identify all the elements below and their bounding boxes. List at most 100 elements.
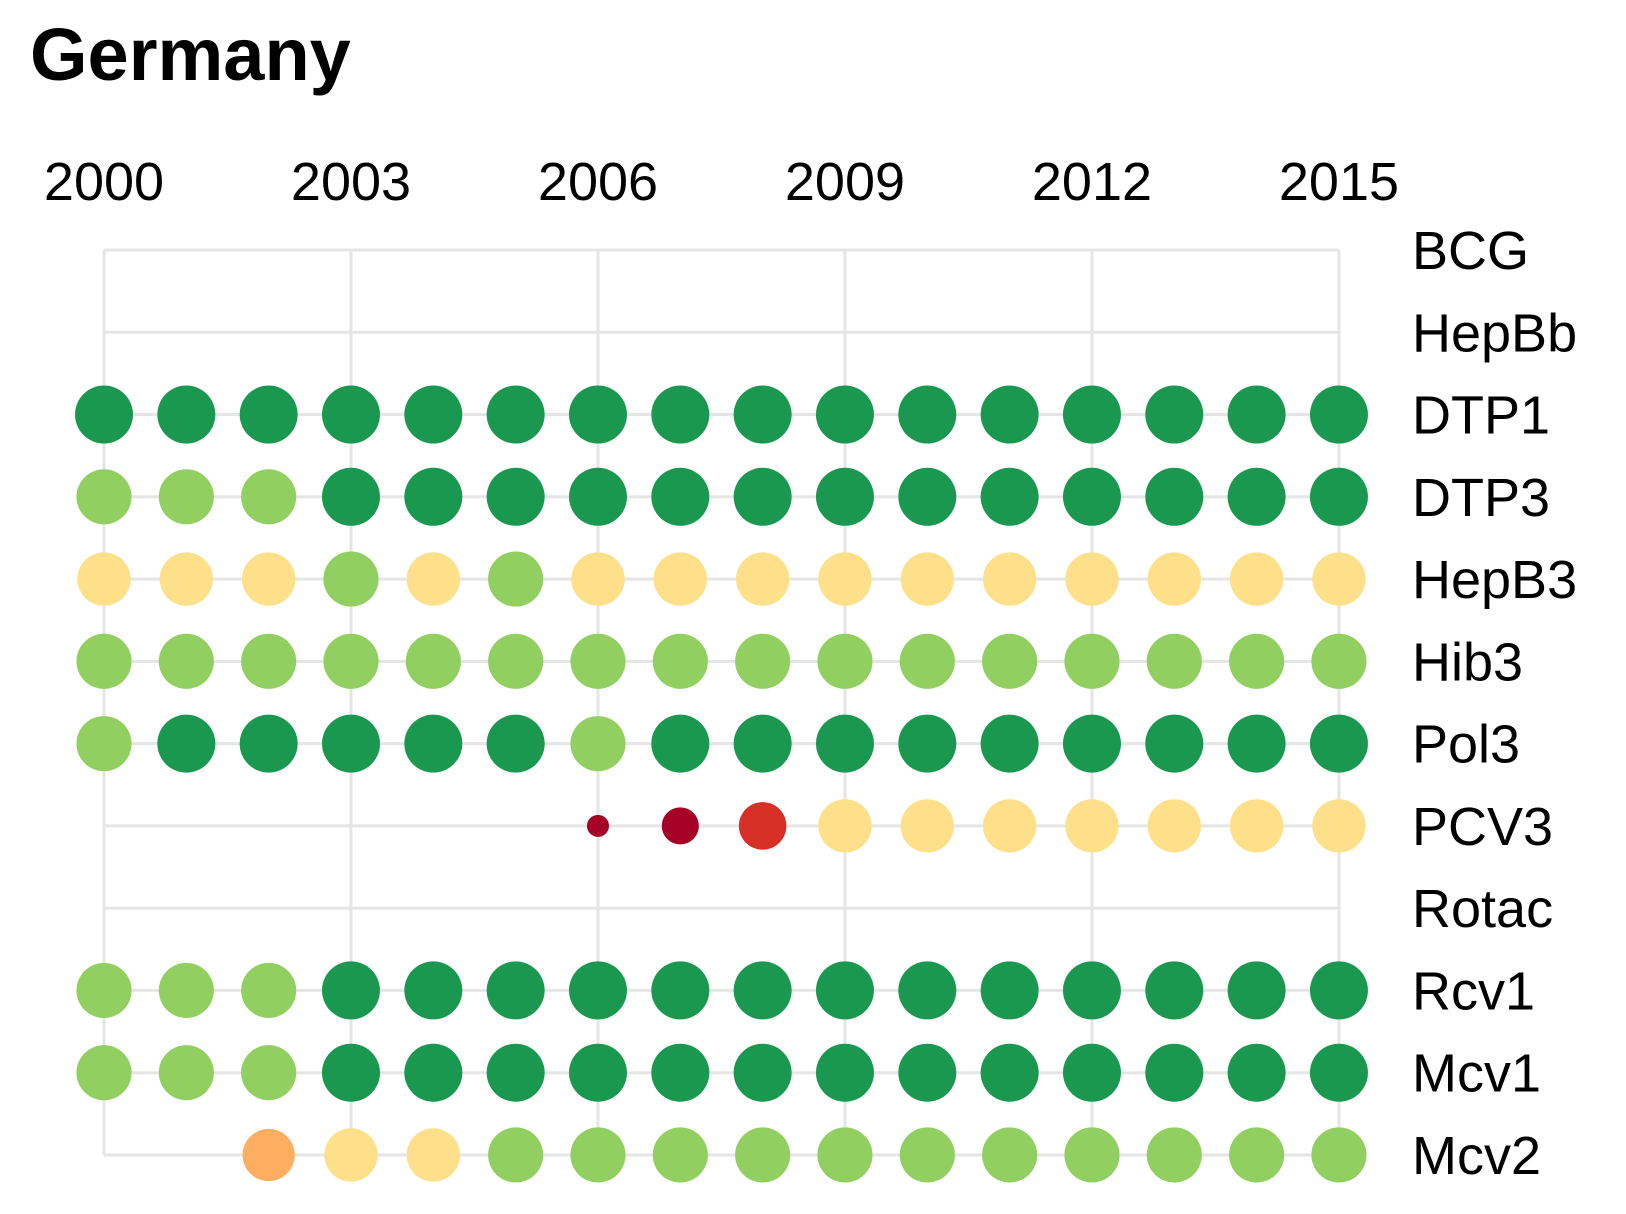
data-point (733, 467, 792, 526)
data-point (982, 633, 1038, 689)
row-label: Pol3 (1412, 715, 1520, 775)
data-point (324, 1128, 378, 1182)
data-point (158, 633, 214, 689)
data-point (980, 1043, 1039, 1102)
grid (102, 248, 1341, 1157)
data-point (323, 633, 379, 689)
data-point (900, 552, 954, 606)
data-point (323, 551, 379, 607)
data-point (321, 385, 380, 444)
data-point (980, 714, 1039, 773)
data-point (586, 814, 609, 837)
data-point (1309, 714, 1368, 773)
data-point (898, 385, 957, 444)
data-point (1227, 385, 1286, 444)
data-point (1309, 961, 1368, 1020)
data-point (982, 552, 1037, 606)
data-point (898, 467, 957, 526)
data-point (241, 552, 296, 606)
data-point (651, 385, 710, 444)
data-point (1147, 552, 1201, 606)
x-tick-label: 2009 (785, 152, 905, 212)
data-point (1309, 385, 1368, 444)
data-point (653, 552, 707, 606)
data-point (815, 714, 874, 773)
data-point (898, 961, 957, 1020)
data-point (738, 802, 787, 850)
data-point (982, 1127, 1038, 1183)
data-point (652, 633, 708, 689)
data-point (404, 1043, 463, 1102)
data-point (1312, 799, 1366, 853)
data-point (1309, 1043, 1368, 1102)
data-point (486, 714, 545, 773)
data-point (239, 714, 298, 773)
data-point (900, 799, 954, 853)
data-point (75, 385, 133, 444)
data-point (568, 385, 627, 444)
row-label: DTP1 (1412, 386, 1550, 446)
row-label: Rcv1 (1412, 961, 1535, 1021)
data-point (733, 961, 792, 1020)
data-point (76, 469, 132, 525)
data-point (241, 1045, 297, 1101)
data-point (321, 714, 380, 773)
data-point (570, 716, 626, 772)
data-point (1229, 1127, 1285, 1183)
data-point (241, 962, 297, 1018)
data-point (406, 1128, 460, 1182)
data-point (818, 552, 872, 606)
data-point (899, 633, 955, 689)
data-point (1062, 1043, 1121, 1102)
row-label: Mcv1 (1412, 1044, 1541, 1104)
data-point (321, 467, 380, 526)
row-labels: BCG HepBb DTP1 DTP3 HepB3 Hib3 Pol3 PCV3 Rotac Rc… (1412, 221, 1577, 1186)
data-point (404, 385, 463, 444)
data-point (1065, 552, 1119, 606)
data-point (239, 385, 298, 444)
data-point (735, 1127, 791, 1183)
data-point (815, 1043, 874, 1102)
data-point (1227, 961, 1286, 1020)
data-point (1227, 467, 1286, 526)
data-point (241, 469, 297, 525)
data-point (898, 714, 957, 773)
data-point (1065, 799, 1119, 853)
data-point (1147, 799, 1201, 853)
x-tick-label: 2012 (1032, 152, 1152, 212)
data-point (1146, 1127, 1202, 1183)
data-point (486, 1043, 545, 1102)
data-point (321, 961, 380, 1020)
data-point (488, 551, 544, 607)
data-point (1064, 1127, 1120, 1183)
data-point (158, 962, 214, 1018)
data-point (651, 467, 710, 526)
data-point (76, 962, 132, 1018)
data-point (1311, 633, 1367, 689)
data-point (651, 714, 710, 773)
data-point (735, 552, 790, 606)
x-tick-label: 2000 (44, 152, 164, 212)
row-label: BCG (1412, 221, 1529, 281)
data-point (1062, 385, 1121, 444)
data-point (157, 385, 216, 444)
data-point (1229, 633, 1285, 689)
data-point (980, 961, 1039, 1020)
data-point (570, 1127, 626, 1183)
data-point (733, 385, 792, 444)
data-point (568, 467, 627, 526)
data-point (486, 961, 545, 1020)
data-point (1229, 799, 1284, 853)
row-label: PCV3 (1412, 797, 1553, 857)
data-point (241, 633, 297, 689)
data-point (817, 633, 873, 689)
data-point (1311, 1127, 1367, 1183)
data-point (76, 1045, 132, 1101)
row-label: Mcv2 (1412, 1126, 1541, 1186)
data-point (1145, 467, 1204, 526)
data-point (1064, 633, 1120, 689)
data-point (157, 714, 216, 773)
data-point (1309, 467, 1368, 526)
data-point (1227, 1043, 1286, 1102)
data-point (817, 1127, 873, 1183)
